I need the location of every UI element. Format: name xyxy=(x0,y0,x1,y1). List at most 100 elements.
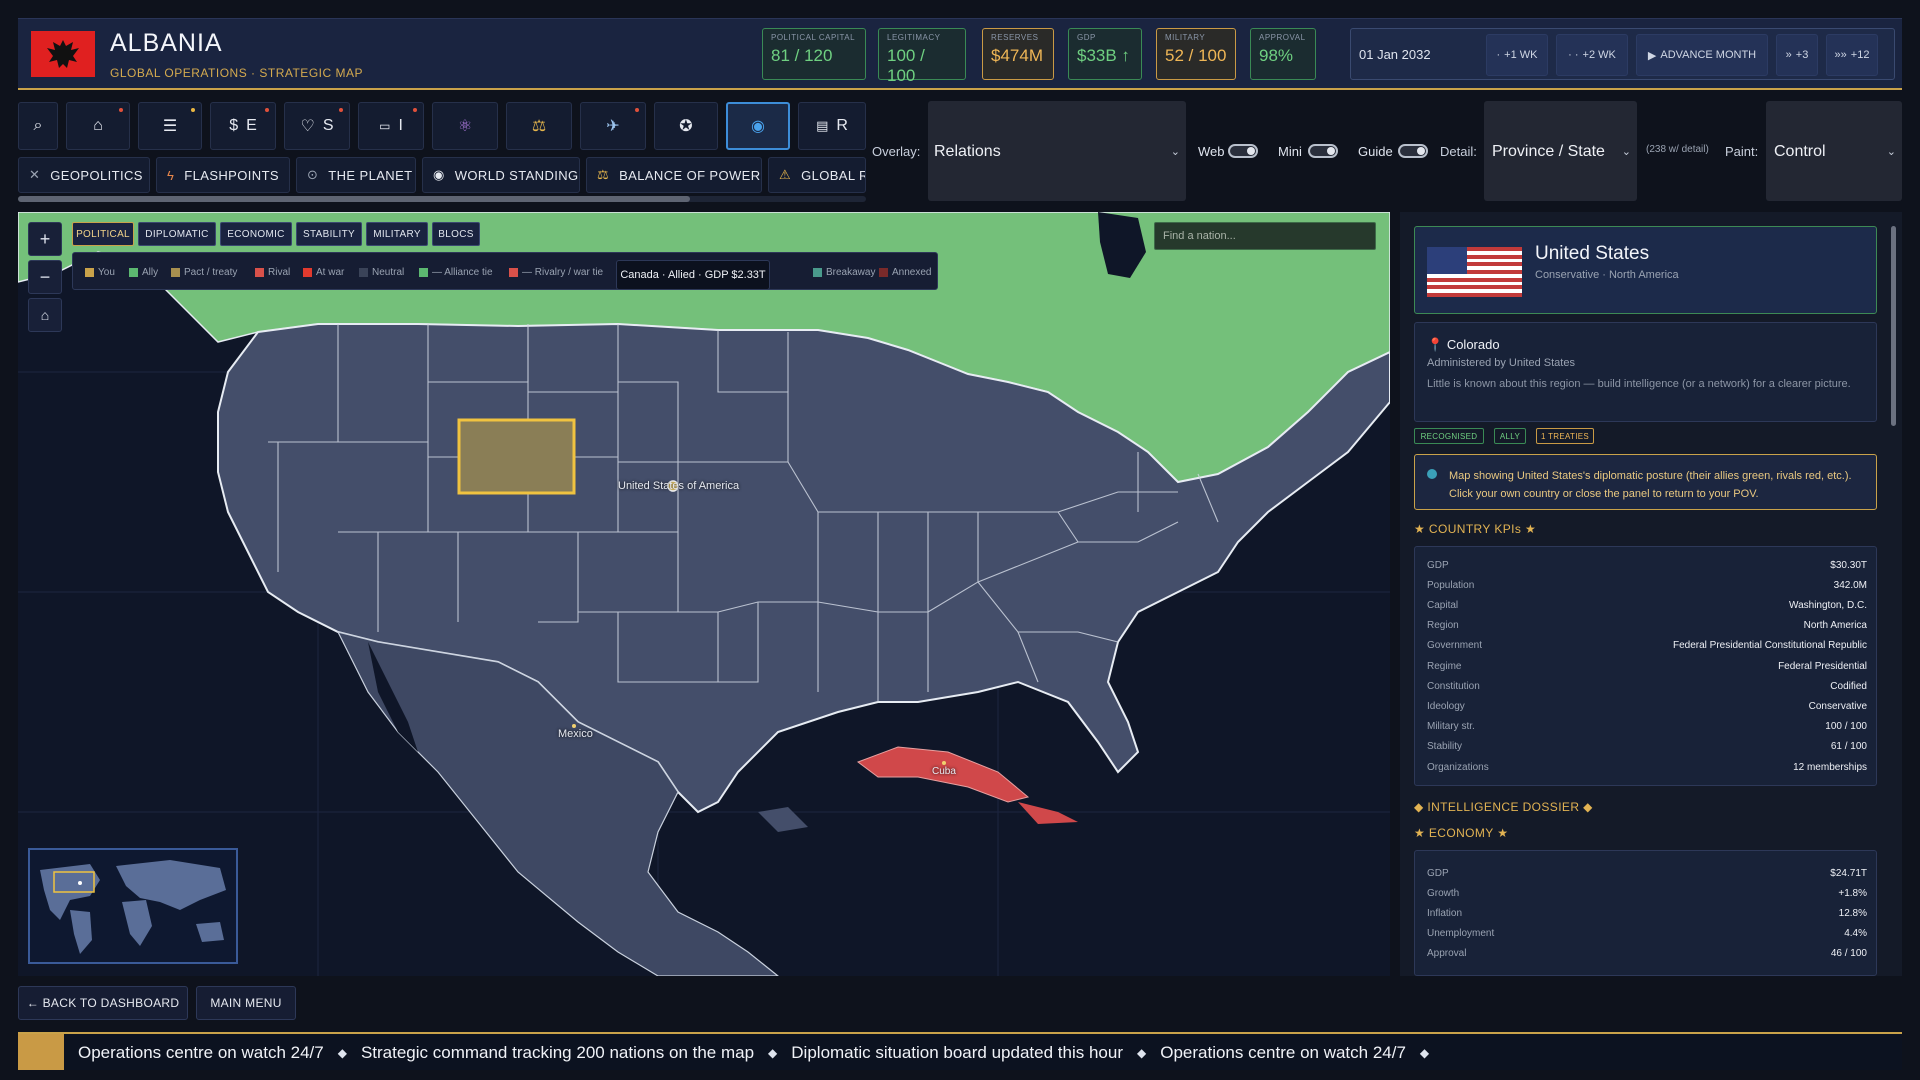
kv-value: 100 / 100 xyxy=(1825,721,1867,733)
lightning-icon: ϟ xyxy=(167,167,175,183)
diamond-icon: ◆ xyxy=(768,1046,778,1060)
main-menu-button[interactable]: MAIN MENU xyxy=(196,986,296,1020)
kv-value: $24.71T xyxy=(1830,867,1867,879)
minimap[interactable] xyxy=(28,848,238,964)
chevron-down-icon: ⌄ xyxy=(1621,146,1631,158)
alert-dot xyxy=(339,108,343,112)
map-tab-political[interactable]: POLITICAL xyxy=(72,222,134,246)
economy-table: GDP $24.71T Growth +1.8% Inflation 12.8% Unemp… xyxy=(1414,850,1877,976)
toolbar-economy-button[interactable]: $ E xyxy=(210,102,276,150)
zoom-out-button[interactable]: − xyxy=(28,260,62,294)
toolbar-report-button[interactable]: ▤ R xyxy=(798,102,866,150)
kv-key: GDP xyxy=(1427,559,1449,571)
advance-month-button[interactable]: ▶ ADVANCE MONTH xyxy=(1636,34,1768,76)
map-tab-stability[interactable]: STABILITY xyxy=(296,222,362,246)
toolbar-intel-button[interactable]: ▭ I xyxy=(358,102,424,150)
toolbar-society-button[interactable]: ♡ S xyxy=(284,102,350,150)
kpi-gdp: GDP $33B ↑ xyxy=(1068,28,1142,80)
tabs-scrollbar[interactable] xyxy=(18,196,866,202)
albania-flag xyxy=(31,31,95,77)
colorado-highlight xyxy=(457,418,576,495)
toolbar-map-button[interactable]: ◉ xyxy=(726,102,790,150)
tab-global[interactable]: ⚠ GLOBAL R xyxy=(768,157,866,193)
map-tab-military[interactable]: MILITARY xyxy=(366,222,428,246)
news-ticker: Operations centre on watch 24/7 ◆ Strateg… xyxy=(18,1032,1902,1070)
kv-value: North America xyxy=(1803,620,1867,632)
us-flag xyxy=(1427,247,1522,297)
advance-1wk-button[interactable]: · +1 WK xyxy=(1486,34,1548,76)
toolbar-science-button[interactable]: ⚛ xyxy=(432,102,498,150)
scrollbar-thumb[interactable] xyxy=(18,196,690,202)
legend-at-war: At war xyxy=(303,267,344,278)
country-card[interactable]: United States Conservative · North Ameri… xyxy=(1414,226,1877,314)
paint-select[interactable]: Control ⌄ xyxy=(1766,101,1902,201)
legend-breakaway: Breakaway xyxy=(813,267,875,278)
kv-key: GDP xyxy=(1427,867,1449,879)
web-toggle[interactable] xyxy=(1228,144,1258,158)
kv-key: Military str. xyxy=(1427,721,1475,733)
legend-swatch xyxy=(129,268,138,277)
kv-row: Unemployment 4.4% xyxy=(1427,924,1867,944)
country-kpis-table: GDP $30.30T Population 342.0M Capital Washing… xyxy=(1414,546,1877,786)
toolbar-diplomacy-button[interactable]: ⚖ xyxy=(506,102,572,150)
kv-key: Unemployment xyxy=(1427,928,1495,940)
minimap-canvas[interactable] xyxy=(30,850,236,962)
mini-toggle[interactable] xyxy=(1308,144,1338,158)
guide-toggle[interactable] xyxy=(1398,144,1428,158)
toolbar-space-button[interactable]: ✈ xyxy=(580,102,646,150)
toolbar-list-button[interactable]: ☰ xyxy=(138,102,202,150)
advance-3-button[interactable]: » +3 xyxy=(1776,34,1818,76)
kv-key: Regime xyxy=(1427,660,1462,672)
kv-row: Military str. 100 / 100 xyxy=(1427,717,1867,737)
kv-key: Region xyxy=(1427,620,1459,632)
minus-icon: − xyxy=(39,266,51,287)
overlay-label: Overlay: xyxy=(872,144,921,159)
advance-2wk-button[interactable]: · · +2 WK xyxy=(1556,34,1628,76)
map-canvas[interactable] xyxy=(18,212,1390,976)
reset-view-button[interactable]: ⌂ xyxy=(28,298,62,332)
scales-icon: ⚖ xyxy=(597,167,610,182)
play-icon: ▶ xyxy=(1647,49,1657,62)
legend-swatch xyxy=(255,268,264,277)
diamond-icon: ◆ xyxy=(1136,1046,1147,1060)
fast-forward-icon: » xyxy=(1785,49,1792,61)
nation-search-input[interactable]: Find a nation... xyxy=(1154,222,1376,250)
kv-value: 342.0M xyxy=(1833,579,1867,591)
heart-icon: ♡ xyxy=(300,118,315,135)
map-tab-blocs[interactable]: BLOCS xyxy=(432,222,480,246)
zoom-in-button[interactable]: + xyxy=(28,222,62,256)
panel-scrollbar[interactable] xyxy=(1891,226,1896,426)
map-tab-diplomatic[interactable]: DIPLOMATIC xyxy=(138,222,216,246)
back-to-dashboard-button[interactable]: ← BACK TO DASHBOARD xyxy=(18,986,188,1020)
detail-select[interactable]: Province / State ⌄ xyxy=(1484,101,1637,201)
map-tab-economic[interactable]: ECONOMIC xyxy=(220,222,292,246)
dollar-icon: $ xyxy=(229,117,239,134)
toolbar-home-button[interactable]: ⌂ xyxy=(66,102,130,150)
region-name: 📍 Colorado xyxy=(1427,337,1500,352)
strategic-map[interactable]: United States of America Mexico Cuba + −… xyxy=(18,212,1390,976)
economy-title: ★ ECONOMY ★ xyxy=(1414,826,1509,840)
toolbar-search-button[interactable]: ⌕ xyxy=(18,102,58,150)
kv-row: Approval 46 / 100 xyxy=(1427,944,1867,964)
overlay-select[interactable]: Relations ⌄ xyxy=(928,101,1186,201)
tab-geopolitics[interactable]: ✕ GEOPOLITICS xyxy=(18,157,150,193)
toolbar-star-button[interactable]: ✪ xyxy=(654,102,718,150)
guide-toggle-label: Guide xyxy=(1358,144,1393,159)
atom-icon: ⚛ xyxy=(457,118,473,135)
tab-the-planet[interactable]: ⊙ THE PLANET xyxy=(296,157,416,193)
rocket-icon: ✈ xyxy=(606,118,620,135)
legend-swatch xyxy=(303,268,312,277)
tab-balance-of-power[interactable]: ⚖ BALANCE OF POWER xyxy=(586,157,762,193)
kv-key: Inflation xyxy=(1427,907,1463,919)
tab-flashpoints[interactable]: ϟ FLASHPOINTS xyxy=(156,157,290,193)
top-header: ALBANIA GLOBAL OPERATIONS · STRATEGIC MA… xyxy=(18,18,1902,90)
legend-swatch xyxy=(359,268,368,277)
tab-world-standing[interactable]: ◉ WORLD STANDING xyxy=(422,157,580,193)
badge-treaties: 1 TREATIES xyxy=(1536,428,1594,444)
toggle-knob xyxy=(1247,147,1255,155)
intelligence-dossier-title[interactable]: ◆ INTELLIGENCE DOSSIER ◆ xyxy=(1414,800,1593,814)
advance-12-button[interactable]: »» +12 xyxy=(1826,34,1878,76)
country-subtitle: Conservative · North America xyxy=(1535,269,1679,281)
search-icon: ⌕ xyxy=(33,117,43,134)
kv-row: Growth +1.8% xyxy=(1427,883,1867,903)
